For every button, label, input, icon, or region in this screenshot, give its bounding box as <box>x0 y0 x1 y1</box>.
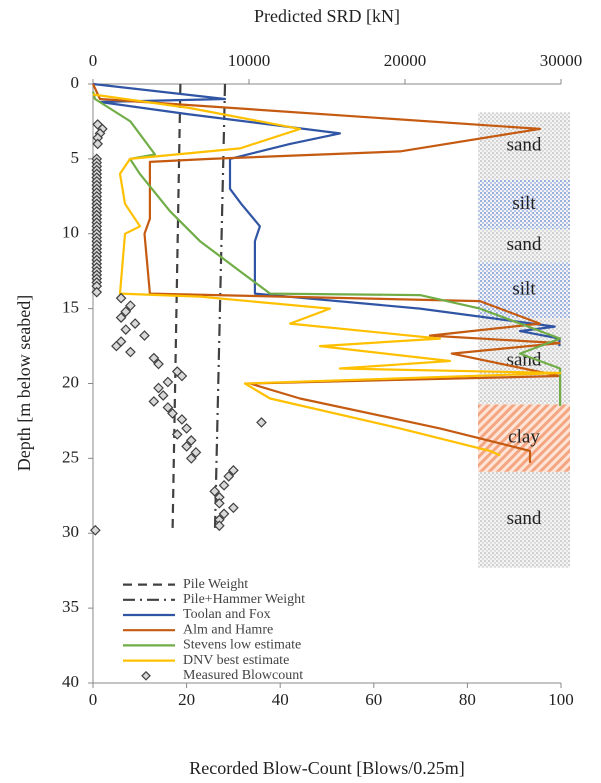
scatter-point <box>93 139 102 148</box>
scatter-point <box>257 418 266 427</box>
x-axis-label: Recorded Blow-Count [Blows/0.25m] <box>189 758 464 778</box>
scatter-point <box>131 319 140 328</box>
scatter-point <box>92 288 101 297</box>
x-tick-label: 40 <box>272 690 289 709</box>
y-tick-label: 5 <box>71 148 80 167</box>
x2-axis-label: Predicted SRD [kN] <box>254 6 400 26</box>
legend-label: Measured Blowcount <box>183 668 303 683</box>
scatter-point <box>229 503 238 512</box>
scatter-point <box>163 378 172 387</box>
scatter-point <box>159 391 168 400</box>
legend-label: Alm and Hamre <box>183 622 273 637</box>
y-tick-label: 25 <box>62 447 79 466</box>
series-line <box>173 84 181 529</box>
y-tick-label: 30 <box>62 522 79 541</box>
legend-marker <box>142 672 150 680</box>
scatter-point <box>121 325 130 334</box>
x-tick-label: 20 <box>178 690 195 709</box>
y-axis-label: Depth [m below seabed] <box>14 295 34 471</box>
x-tick-label: 60 <box>365 690 382 709</box>
scatter-point <box>220 481 229 490</box>
scatter-point <box>126 348 135 357</box>
soil-label: silt <box>512 278 536 299</box>
soil-label: sand <box>507 135 542 156</box>
y-tick-label: 0 <box>71 73 80 92</box>
x2-tick-label: 0 <box>89 51 98 70</box>
legend-label: Toolan and Fox <box>183 607 271 622</box>
x-tick-label: 100 <box>548 690 574 709</box>
soil-label: sand <box>507 234 542 255</box>
y-tick-label: 40 <box>62 672 79 691</box>
soil-label: clay <box>508 427 540 448</box>
y-tick-label: 15 <box>62 298 79 317</box>
soil-label: silt <box>512 193 536 214</box>
scatter-point <box>177 415 186 424</box>
x-tick-label: 0 <box>89 690 98 709</box>
legend-label: Pile Weight <box>183 577 248 592</box>
scatter-point <box>182 424 191 433</box>
x2-tick-label: 10000 <box>228 51 271 70</box>
scatter-point <box>154 383 163 392</box>
y-tick-label: 35 <box>62 597 79 616</box>
x2-tick-label: 20000 <box>384 51 427 70</box>
y-tick-label: 10 <box>62 223 79 242</box>
x2-tick-label: 30000 <box>540 51 583 70</box>
chart: Predicted SRD [kN] Recorded Blow-Count [… <box>0 0 601 783</box>
scatter-point <box>149 397 158 406</box>
soil-label: sand <box>507 508 542 529</box>
x-tick-label: 80 <box>459 690 476 709</box>
legend-label: DNV best estimate <box>183 653 289 668</box>
scatter-point <box>117 294 126 303</box>
y-tick-label: 20 <box>62 372 79 391</box>
legend-label: Pile+Hammer Weight <box>183 592 305 607</box>
scatter-point <box>140 331 149 340</box>
legend-label: Stevens low estimate <box>183 638 301 653</box>
